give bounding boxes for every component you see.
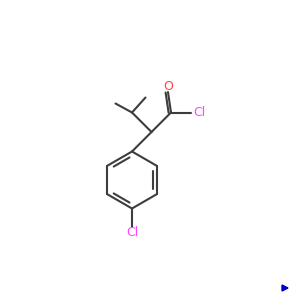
Text: Cl: Cl — [194, 106, 206, 119]
Polygon shape — [282, 285, 288, 291]
Text: Cl: Cl — [126, 226, 138, 239]
Text: O: O — [163, 80, 173, 93]
